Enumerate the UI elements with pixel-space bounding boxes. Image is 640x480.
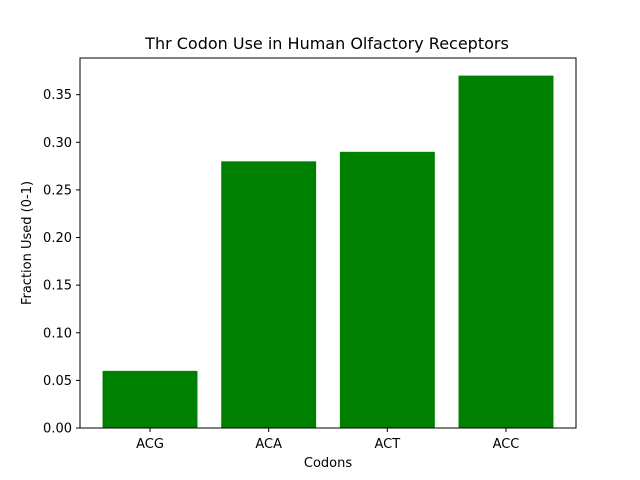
y-tick-label: 0.05 [43,374,72,389]
x-tick-label: ACA [255,437,282,452]
bar-act [339,151,435,428]
y-axis-ticks: 0.00 0.05 0.10 0.15 0.20 0.25 0.30 0.35 [43,88,80,437]
y-tick-label: 0.30 [43,136,72,151]
bar-acg [102,370,198,428]
y-tick-label: 0.00 [43,422,72,437]
x-axis-label: Codons [304,456,352,471]
bar-aca [221,161,317,428]
chart-title: Thr Codon Use in Human Olfactory Recepto… [144,34,509,53]
y-tick-label: 0.35 [43,88,72,103]
y-tick-label: 0.10 [43,326,72,341]
plot-frame [79,57,577,429]
bars-group [102,75,554,429]
y-tick-label: 0.20 [43,231,72,246]
x-tick-label: ACC [493,437,520,452]
x-tick-label: ACG [136,437,164,452]
y-axis-label: Fraction Used (0-1) [20,181,35,305]
x-tick-label: ACT [374,437,400,452]
y-tick-label: 0.25 [43,183,72,198]
y-tick-label: 0.15 [43,279,72,294]
bar-acc [458,75,554,429]
x-axis-ticks: ACG ACA ACT ACC [136,428,519,452]
